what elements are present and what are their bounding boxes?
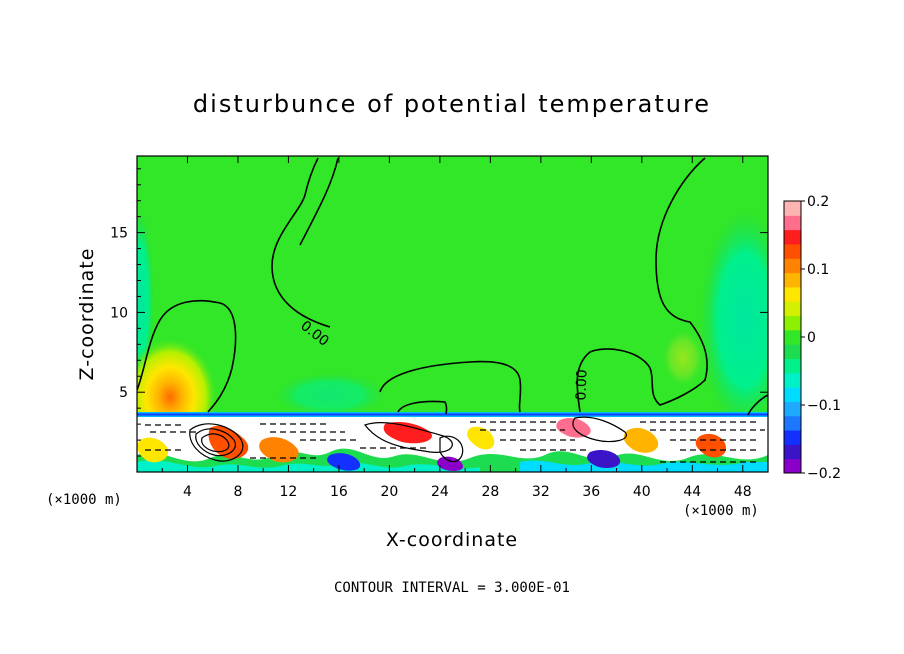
boundary-band <box>137 412 768 417</box>
colorbar-tick-label: 0 <box>807 330 816 346</box>
y-tick-label: 5 <box>119 385 128 401</box>
colorbar-swatch <box>784 301 801 317</box>
chart-title: disturbunce of potential temperature <box>193 90 711 118</box>
x-tick-label: 28 <box>481 484 499 500</box>
colorbar-swatch <box>784 415 801 431</box>
colorbar-swatch <box>784 372 801 388</box>
cool-band-mid <box>275 373 385 417</box>
x-unit-label-right: (×1000 m) <box>683 503 759 519</box>
x-tick-label: 8 <box>233 484 242 500</box>
x-axis-label: X-coordinate <box>386 529 518 551</box>
colorbar-swatch <box>784 444 801 460</box>
x-tick-label: 16 <box>330 484 348 500</box>
colorbar-tick-label: −0.2 <box>807 466 841 482</box>
x-tick-label: 32 <box>532 484 550 500</box>
colorbar-swatch <box>784 358 801 374</box>
y-axis-label: Z-coordinate <box>76 248 98 381</box>
x-tick-label: 12 <box>280 484 298 500</box>
colorbar: 0.2 0.1 0 −0.1 −0.2 <box>783 194 841 482</box>
warm-blob-right <box>661 328 705 388</box>
x-tick-label: 20 <box>380 484 398 500</box>
x-unit-label-left: (×1000 m) <box>46 492 122 508</box>
contour-label-1: 0.00 <box>573 369 590 401</box>
x-tick-label: 48 <box>734 484 752 500</box>
colorbar-swatch <box>784 201 801 216</box>
colorbar-swatch <box>784 344 801 359</box>
x-tick-label: 36 <box>582 484 600 500</box>
colorbar-swatch <box>784 315 801 331</box>
x-tick-label: 4 <box>183 484 192 500</box>
colorbar-tick-label: 0.1 <box>807 262 829 278</box>
x-tick-label: 40 <box>633 484 651 500</box>
colorbar-tick-label: 0.2 <box>807 194 829 210</box>
colorbar-swatch <box>784 430 801 445</box>
x-axis: 4 8 12 16 20 24 28 32 36 40 44 48 <box>161 156 752 500</box>
colorbar-swatch <box>784 243 801 259</box>
cool-band-right <box>700 210 768 430</box>
colorbar-swatch <box>784 458 801 474</box>
colorbar-swatch <box>784 215 801 231</box>
colorbar-swatch <box>784 329 801 345</box>
zero-contours <box>137 157 768 416</box>
colorbar-tick-label: −0.1 <box>807 398 841 414</box>
colorbar-swatch <box>784 229 801 245</box>
y-tick-label: 15 <box>110 226 128 242</box>
turbulent-layer <box>137 416 768 472</box>
colorbar-swatch <box>784 258 801 274</box>
y-axis: 5 10 15 <box>110 168 768 457</box>
colorbar-swatch <box>784 401 801 417</box>
contour-interval-text: CONTOUR INTERVAL = 3.000E-01 <box>334 580 570 596</box>
colorbar-swatch <box>784 286 801 302</box>
plot-field: 0.00 0.00 <box>137 156 768 472</box>
colorbar-swatch <box>784 387 801 402</box>
x-tick-label: 44 <box>683 484 701 500</box>
y-tick-label: 10 <box>110 305 128 321</box>
plot-frame <box>136 155 769 473</box>
colorbar-swatch <box>784 272 801 288</box>
x-tick-label: 24 <box>431 484 449 500</box>
